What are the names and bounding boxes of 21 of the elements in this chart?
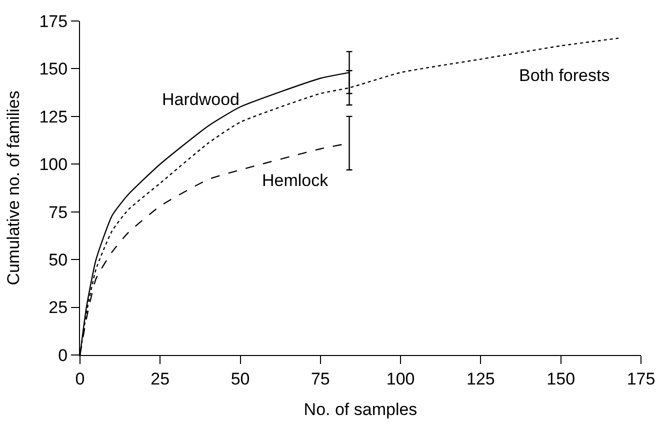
x-tick-label: 0 [75,369,85,388]
y-tick-label: 150 [39,60,68,79]
y-axis-title: Cumulative no. of families [4,90,23,286]
y-tick-label: 25 [48,298,68,318]
series-label: Hardwood [162,90,240,109]
x-tick-label: 175 [626,369,656,388]
y-tick-label: 125 [39,107,68,126]
x-tick-label: 50 [230,369,250,388]
y-tick-label: 175 [39,12,68,31]
y-tick-label: 0 [58,346,68,365]
series-label: Both forests [519,66,610,85]
x-axis-title: No. of samples [304,400,418,419]
y-tick-label: 100 [39,155,68,174]
y-tick-label: 75 [48,202,68,222]
x-tick-label: 125 [466,369,495,388]
x-tick-label: 150 [546,369,576,388]
x-tick-label: 25 [150,369,170,388]
y-tick-label: 50 [48,250,68,270]
series-label: Hemlock [262,171,329,190]
x-tick-label: 100 [386,369,415,388]
x-tick-label: 75 [310,369,330,388]
